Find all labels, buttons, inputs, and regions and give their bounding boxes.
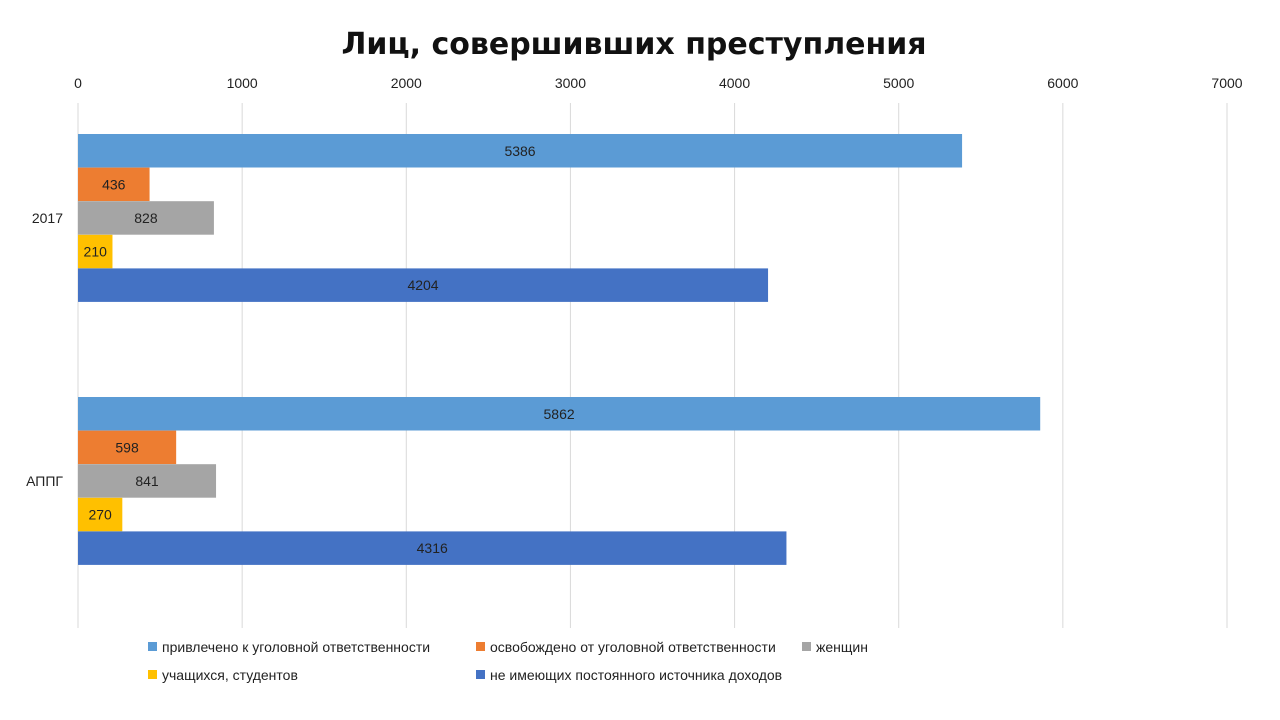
x-tick-label: 4000 [719, 75, 750, 91]
bar [78, 497, 123, 532]
data-label: 4316 [417, 540, 448, 556]
x-tick-label: 0 [74, 75, 82, 91]
bars [78, 134, 1041, 565]
x-tick-label: 6000 [1047, 75, 1078, 91]
legend-swatch [148, 642, 157, 651]
bar [78, 268, 769, 302]
category-labels: 2017 АППГ [26, 210, 63, 489]
data-label: 270 [88, 507, 112, 523]
bar [78, 464, 217, 498]
bar [78, 234, 113, 269]
legend-label: не имеющих постоянного источника доходов [490, 667, 782, 683]
legend: привлечено к уголовной ответственности ос… [148, 639, 868, 683]
data-labels: 5386 436 828 210 4204 5862 598 841 270 4316 [84, 143, 575, 556]
legend-label: привлечено к уголовной ответственности [162, 639, 430, 655]
category-label: 2017 [32, 210, 63, 226]
legend-swatch [476, 642, 485, 651]
bar [78, 531, 787, 565]
legend-label: женщин [816, 639, 868, 655]
data-label: 598 [115, 439, 139, 455]
gridlines [77, 103, 1228, 628]
legend-label: освобождено от уголовной ответственности [490, 639, 776, 655]
data-label: 841 [135, 473, 159, 489]
data-label: 436 [102, 176, 126, 192]
x-tick-label: 1000 [227, 75, 258, 91]
bar [78, 167, 150, 202]
data-label: 5862 [544, 406, 575, 422]
x-tick-label: 7000 [1211, 75, 1242, 91]
x-axis-ticks: 0 1000 2000 3000 4000 5000 6000 7000 [74, 75, 1243, 91]
data-label: 828 [134, 210, 158, 226]
data-label: 210 [84, 244, 108, 260]
data-label: 4204 [407, 277, 438, 293]
legend-swatch [148, 670, 157, 679]
chart-title: Лиц, совершивших преступления [341, 27, 926, 62]
legend-label: учащихся, студентов [162, 667, 298, 683]
bar [78, 430, 177, 465]
category-label: АППГ [26, 473, 63, 489]
bar [78, 134, 963, 168]
x-tick-label: 3000 [555, 75, 586, 91]
x-tick-label: 2000 [391, 75, 422, 91]
bar [78, 201, 214, 235]
legend-swatch [476, 670, 485, 679]
data-label: 5386 [504, 143, 535, 159]
legend-swatch [802, 642, 811, 651]
bar [78, 397, 1041, 431]
x-tick-label: 5000 [883, 75, 914, 91]
